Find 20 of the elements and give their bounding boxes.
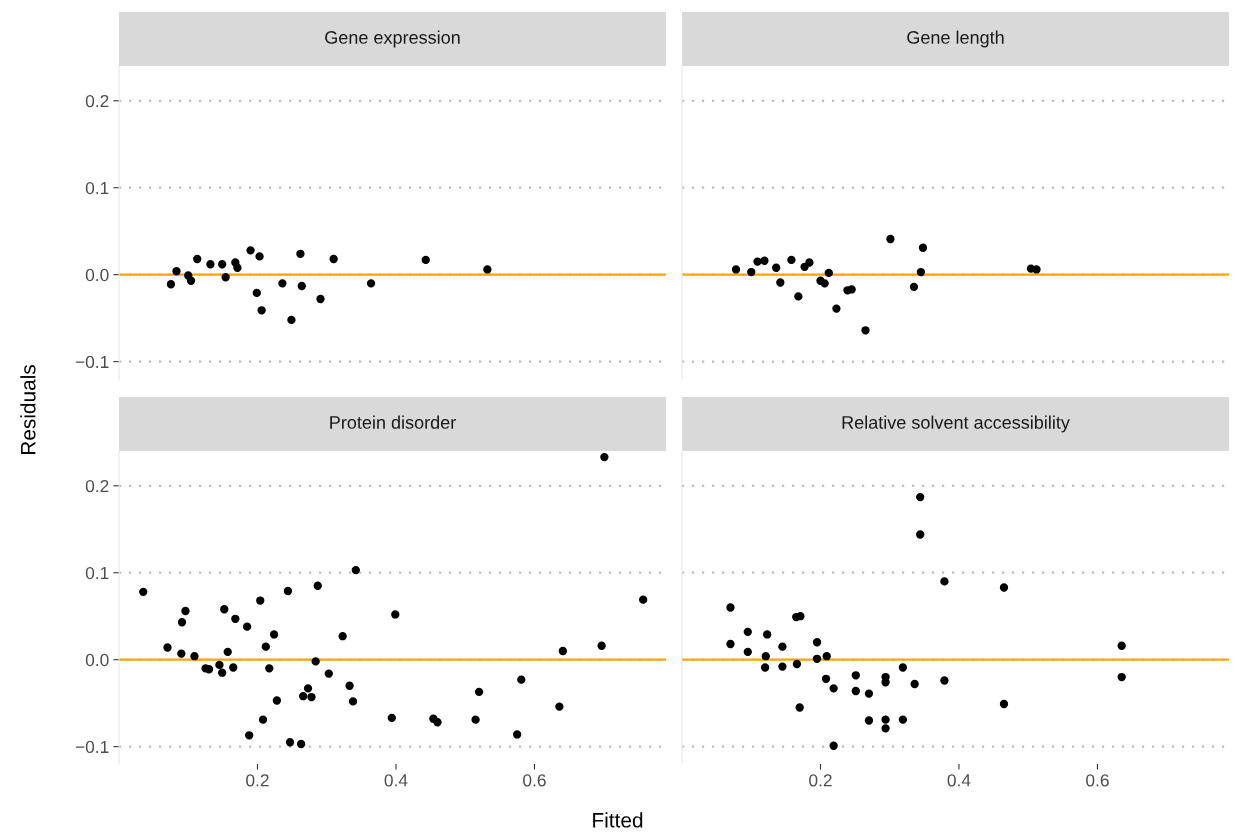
x-axis-title: Fitted bbox=[593, 812, 643, 828]
chart-title: Relative solvent accessibility bbox=[842, 415, 1070, 433]
y-tick-label: −0.1 bbox=[75, 740, 109, 754]
x-tick-label: 0.6 bbox=[523, 774, 546, 787]
y-tick-label: 0.1 bbox=[85, 181, 109, 195]
y-tick-label: 0.0 bbox=[85, 653, 109, 667]
x-tick-label: 0.2 bbox=[246, 774, 269, 787]
chart-title: Gene expression bbox=[325, 30, 460, 48]
x-tick-label: 0.2 bbox=[809, 774, 832, 787]
y-tick-label: 0.1 bbox=[85, 566, 109, 580]
x-tick-label: 0.6 bbox=[1086, 774, 1109, 787]
y-tick-label: 0.0 bbox=[85, 268, 109, 282]
y-tick-label: −0.1 bbox=[75, 355, 109, 369]
chart-title: Gene length bbox=[907, 30, 1004, 48]
chart-title: Protein disorder bbox=[330, 415, 456, 429]
y-tick-label: 0.2 bbox=[85, 479, 109, 493]
x-tick-label: 0.4 bbox=[947, 774, 971, 787]
y-tick-label: 0.2 bbox=[85, 94, 109, 108]
y-axis-title: Residuals bbox=[20, 365, 36, 455]
x-tick-label: 0.4 bbox=[384, 774, 408, 787]
